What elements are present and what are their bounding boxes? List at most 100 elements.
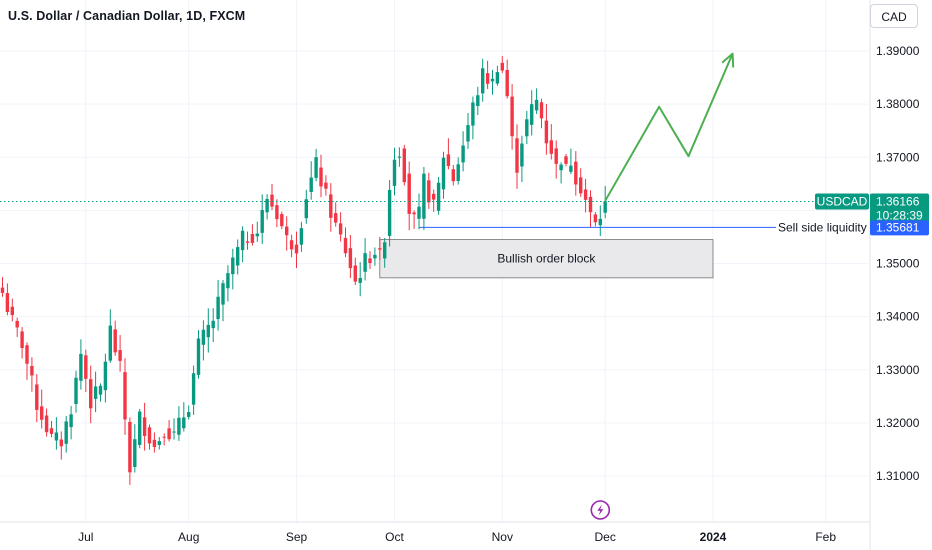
candle-up [98,385,103,395]
candle-down [338,223,343,235]
candle-down [147,427,152,444]
y-tick-label: 1.32000 [876,416,920,430]
candle-down [84,355,88,379]
candle-down [25,345,29,364]
candle-up [520,143,524,167]
candle-down [294,244,299,254]
candle-down [15,320,19,328]
candle-up [231,257,235,275]
candle-down [128,421,132,473]
time-axis[interactable]: Jul Aug Sep Oct Nov Dec 2024 Feb [78,530,836,544]
candle-down [245,241,250,243]
y-tick-label: 1.38000 [876,97,920,111]
order-block-label: Bullish order block [497,252,596,266]
candle-up [603,201,607,213]
candle-down [59,439,63,447]
currency-button[interactable]: CAD [870,4,918,28]
candle-down [334,213,338,223]
candle-down [446,154,451,166]
x-tick-label: Aug [178,530,199,544]
candle-up [373,254,377,259]
candle-up [138,411,142,445]
candle-up [495,72,500,84]
candle-down [544,120,549,144]
x-tick-label: Oct [385,530,404,544]
candle-up [383,242,387,259]
candle-down [588,196,593,213]
y-tick-label: 1.34000 [876,310,920,324]
candle-down [280,214,284,227]
candle-up [74,377,78,405]
candle-up [236,247,240,266]
candle-down [427,180,431,203]
candle-up [69,414,73,428]
y-tick-label: 1.39000 [876,44,920,58]
symbol-tag [815,193,869,210]
candle-up [466,125,470,142]
candle-down [5,293,10,312]
candle-down [549,140,553,154]
candle-up [363,253,367,272]
candle-up [417,206,421,219]
candle-up [559,164,563,171]
candle-up [397,156,402,158]
candle-up [387,189,392,236]
x-tick-label: Nov [492,530,513,544]
candle-down [343,237,348,254]
candle-down [35,384,39,410]
candle-up [201,329,206,345]
x-tick-label: Jul [78,530,93,544]
candle-up [481,68,485,94]
price-axis[interactable]: 1.310001.320001.330001.340001.350001.360… [876,44,920,483]
candle-down [113,329,117,353]
candle-up [196,338,201,375]
order-block-rect[interactable] [379,239,714,279]
candle-up [598,218,602,226]
candle-down [285,226,289,236]
symbol-tag-label: USDCAD [817,195,868,209]
candle-down [123,372,127,420]
candle-up [358,277,362,283]
candle-up [216,296,220,319]
candle-up [456,164,460,181]
order-block[interactable]: Bullish order block [379,239,714,279]
candle-down [49,428,54,434]
candle-up [108,325,112,361]
candle-up [471,102,475,126]
y-tick-label: 1.33000 [876,363,920,377]
candle-up [226,273,230,289]
candle-up [441,157,446,190]
y-tick-label: 1.37000 [876,150,920,164]
candle-up [157,441,161,445]
candle-down [44,415,49,433]
candle-up [422,173,426,219]
overlay-lines: Sell side liquidity [0,52,868,520]
candle-up [103,361,108,391]
candle-down [142,417,147,436]
candle-up [191,373,196,405]
liquidity-price-tag [870,220,929,236]
candle-down [289,240,294,250]
candle-down [250,234,255,243]
candle-up [392,159,397,186]
candle-down [324,182,328,189]
liquidity-price-value: 1.35681 [876,220,920,234]
candle-down [574,161,578,185]
countdown-value: 10:28:39 [876,209,923,223]
liquidity-label: Sell side liquidity [778,220,867,234]
candle-down [510,96,514,137]
candle-up [177,417,181,435]
candle-up [304,199,308,219]
candle-up [187,412,191,417]
candle-up [221,283,225,305]
candle-down [515,138,519,173]
candle-up [172,431,176,433]
candle-down [402,148,406,183]
projection-arrowhead [721,52,735,68]
candle-up [79,353,83,381]
candle-down [270,194,274,207]
candle-up [314,157,318,178]
x-tick-label: Sep [286,530,308,544]
candle-down [152,439,157,447]
